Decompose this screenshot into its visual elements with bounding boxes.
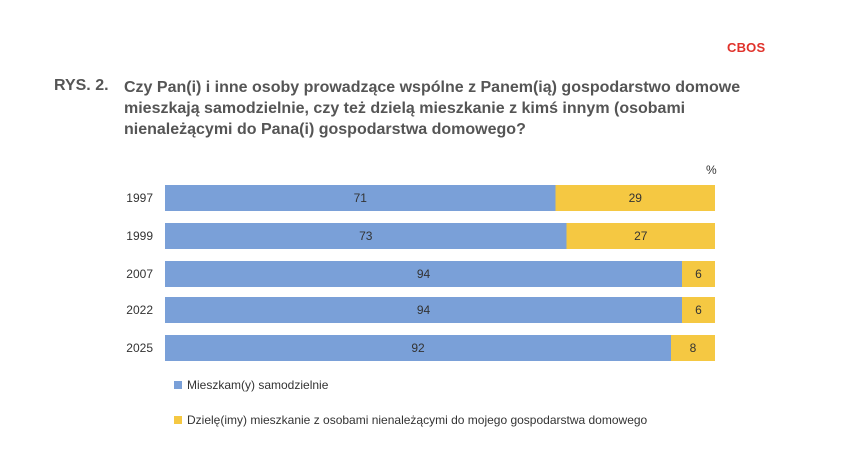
figure-title: Czy Pan(i) i inne osoby prowadzące wspól…	[124, 79, 741, 138]
data-label-2025-series-2: 8	[690, 341, 697, 355]
category-label-2007: 2007	[126, 267, 153, 281]
category-label-1997: 1997	[126, 191, 153, 205]
bar-2007-series-1	[165, 261, 682, 287]
bar-1997-series-1	[165, 185, 556, 211]
bar-2025-series-1	[165, 335, 671, 361]
bar-2025-series-2	[671, 335, 715, 361]
data-label-2007-series-1: 94	[417, 267, 431, 281]
category-label-1999: 1999	[126, 229, 153, 243]
data-label-1997-series-2: 29	[629, 191, 643, 205]
legend-item-series-2: Dzielę(imy) mieszkanie z osobami nienale…	[174, 413, 647, 427]
unit-label: %	[706, 163, 717, 177]
data-label-2007-series-2: 6	[695, 267, 702, 281]
bar-2022-series-2	[682, 297, 715, 323]
category-label-2022: 2022	[126, 303, 153, 317]
data-label-2025-series-1: 92	[411, 341, 425, 355]
legend-item-series-1: Mieszkam(y) samodzielnie	[174, 378, 328, 392]
bar-1997-series-2	[555, 185, 715, 211]
data-label-2022-series-2: 6	[695, 303, 702, 317]
bar-2007-series-2	[682, 261, 715, 287]
data-label-1997-series-1: 71	[354, 191, 368, 205]
data-label-1999-series-1: 73	[359, 229, 373, 243]
figure-label: RYS. 2.	[54, 77, 109, 94]
legend-swatch-series-2	[174, 416, 182, 424]
bar-1999-series-1	[165, 223, 567, 249]
bar-1999-series-2	[566, 223, 715, 249]
brand-logo: CBOS	[727, 40, 766, 55]
legend-label-series-2: Dzielę(imy) mieszkanie z osobami nienale…	[187, 413, 648, 427]
data-label-1999-series-2: 27	[634, 229, 648, 243]
data-label-2022-series-1: 94	[417, 303, 431, 317]
bar-2022-series-1	[165, 297, 682, 323]
category-label-2025: 2025	[126, 341, 153, 355]
legend-swatch-series-1	[174, 381, 182, 389]
legend-label-series-1: Mieszkam(y) samodzielnie	[187, 378, 329, 392]
